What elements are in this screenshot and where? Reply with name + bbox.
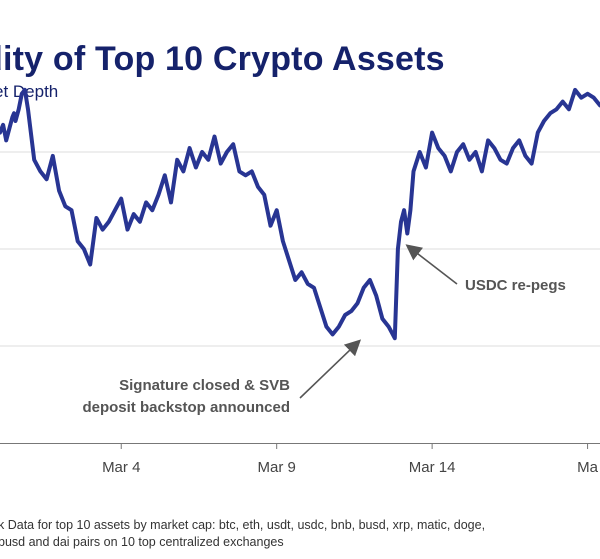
x-tick-label: Mar 4	[102, 459, 140, 476]
x-tick-label: Mar 14	[409, 459, 456, 476]
x-tick-label: Ma	[577, 459, 598, 476]
annotation-usdc-repegs: USDC re-pegs	[465, 277, 566, 294]
series-line-1	[0, 87, 600, 341]
annotation-arrow-svb	[299, 339, 362, 399]
x-tick-label: Mar 9	[258, 459, 296, 476]
chart-title: dity of Top 10 Crypto Assets	[0, 40, 445, 78]
footnote-line-2: busd and dai pairs on 10 top centralized…	[0, 535, 284, 549]
footnote-line-1: k Data for top 10 assets by market cap: …	[0, 518, 486, 532]
chart-subtitle: et Depth	[0, 82, 59, 101]
annotation-svb-line2: deposit backstop announced	[82, 399, 290, 416]
annotation-arrow-usdc	[405, 244, 458, 285]
annotation-svb-line1: Signature closed & SVB	[119, 377, 290, 394]
